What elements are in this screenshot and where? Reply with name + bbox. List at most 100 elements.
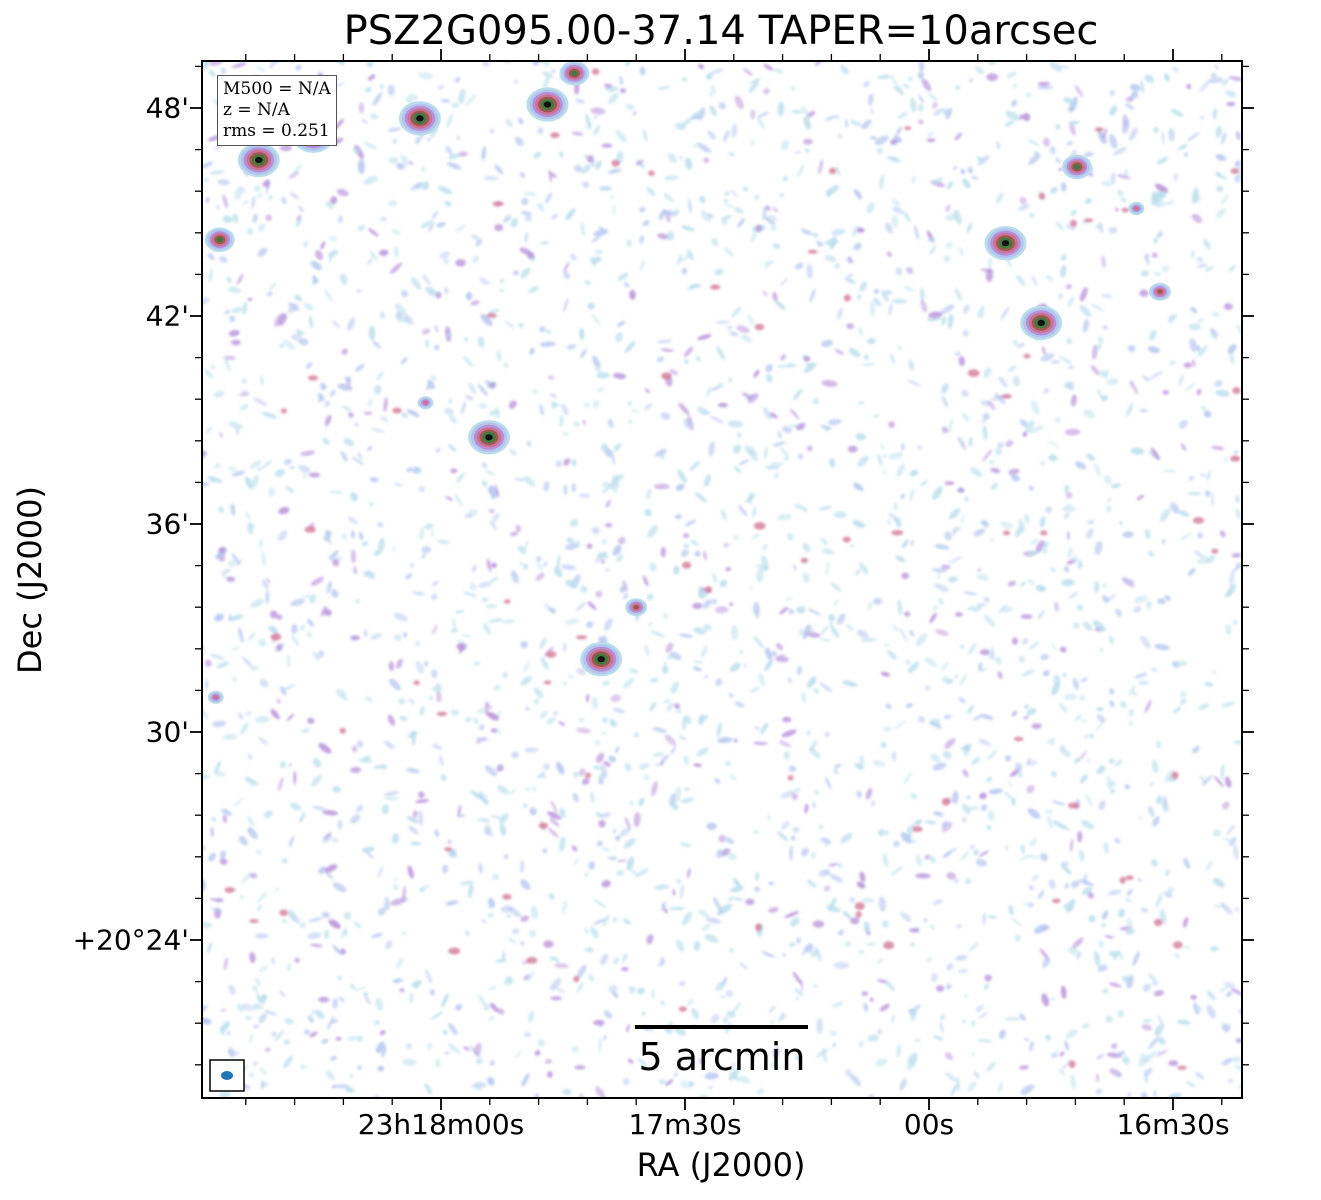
noise-peak <box>280 145 292 151</box>
noise-peak <box>705 586 712 593</box>
noise-peak <box>270 611 278 619</box>
radio-source <box>1271 501 1293 519</box>
noise-speckle <box>870 301 875 317</box>
noise-peak <box>351 635 360 640</box>
source-contour <box>1002 240 1009 246</box>
noise-peak <box>539 823 548 829</box>
source-contour <box>416 115 423 121</box>
noise-peak <box>1122 208 1129 213</box>
source-contour <box>255 157 262 163</box>
noise-peak <box>305 526 316 533</box>
source-contour <box>1275 505 1289 516</box>
noise-peak <box>601 144 612 148</box>
noise-peak <box>987 73 999 81</box>
noise-peak <box>340 728 347 734</box>
source-contour <box>598 656 605 662</box>
noise-speckle <box>572 459 576 467</box>
noise-peak <box>862 991 869 996</box>
x-tick-label: 17m30s <box>628 1108 741 1141</box>
noise-peak <box>1163 390 1170 395</box>
noise-speckle <box>205 680 208 690</box>
radio-source <box>559 61 589 86</box>
scale-bar-label: 5 arcmin <box>639 1035 806 1079</box>
noise-peak <box>844 294 851 301</box>
noise-peak <box>1012 637 1018 644</box>
source-contour <box>213 695 218 699</box>
noise-peak <box>1232 387 1240 394</box>
noise-peak <box>927 138 936 142</box>
y-tick-label: 48' <box>146 92 189 125</box>
noise-peak <box>1226 102 1235 107</box>
noise-peak <box>901 573 909 579</box>
noise-speckle <box>432 686 443 692</box>
source-contour <box>139 788 146 794</box>
noise-peak <box>1125 875 1133 880</box>
noise-peak <box>526 957 537 964</box>
noise-peak <box>912 826 923 832</box>
noise-peak <box>1052 899 1061 904</box>
source-contour <box>1074 164 1080 169</box>
radio-source <box>205 227 235 252</box>
noise-peak <box>1120 877 1126 884</box>
chart-title: PSZ2G095.00-37.14 TAPER=10arcsec <box>200 8 1242 54</box>
noise-peak <box>574 1065 585 1069</box>
noise-speckle <box>364 412 373 415</box>
noise-peak <box>225 887 235 893</box>
x-tick-label: 23h18m00s <box>358 1108 525 1141</box>
noise-peak <box>1184 362 1192 368</box>
noise-peak <box>904 126 911 130</box>
noise-peak <box>281 408 287 413</box>
x-tick-label: 16m30s <box>1116 1108 1229 1141</box>
y-axis-label: Dec (J2000) <box>11 486 49 674</box>
x-tick-label: 00s <box>904 1108 954 1141</box>
radio-source <box>238 143 280 177</box>
noise-peak <box>335 1037 341 1041</box>
noise-peak <box>1039 193 1046 200</box>
noise-peak <box>1023 354 1030 359</box>
noise-peak <box>249 919 259 923</box>
radio-source <box>1020 306 1062 340</box>
noise-peak <box>587 155 593 163</box>
noise-peak <box>546 651 557 658</box>
noise-peak <box>392 408 402 414</box>
noise-peak <box>487 313 497 318</box>
plot-background <box>202 61 1242 1098</box>
radio-source <box>122 774 164 808</box>
noise-peak <box>611 160 619 167</box>
radio-source <box>985 226 1027 260</box>
noise-peak <box>418 792 425 799</box>
radio-source <box>10 115 26 128</box>
noise-peak <box>576 635 588 639</box>
info-box: M500 = N/A z = N/A rms = 0.251 <box>217 75 337 146</box>
noise-peak <box>955 612 963 617</box>
noise-peak <box>1190 995 1197 1000</box>
noise-peak <box>1224 303 1233 310</box>
m500-text: M500 = N/A <box>223 79 331 100</box>
noise-peak <box>692 603 702 610</box>
noise-peak <box>661 372 672 379</box>
noise-peak <box>782 717 791 723</box>
noise-peak <box>502 894 512 900</box>
source-contour <box>1279 508 1284 512</box>
noise-peak <box>605 523 613 527</box>
noise-peak <box>942 798 950 806</box>
noise-peak <box>218 547 226 552</box>
noise-peak <box>1003 531 1011 536</box>
noise-speckle <box>547 1071 552 1078</box>
y-tick-label: 42' <box>146 300 189 333</box>
noise-peak <box>621 967 629 971</box>
noise-peak <box>936 985 944 992</box>
noise-peak <box>1040 531 1048 536</box>
noise-peak <box>985 974 992 981</box>
source-contour <box>122 774 164 808</box>
noise-peak <box>449 948 461 955</box>
noise-peak <box>491 728 498 733</box>
source-contour <box>127 778 157 803</box>
noise-peak <box>904 611 910 616</box>
source-contour <box>14 118 23 125</box>
noise-speckle <box>654 484 670 490</box>
noise-peak <box>308 375 318 380</box>
noise-speckle <box>382 804 389 814</box>
noise-peak <box>1069 1060 1076 1068</box>
noise-speckle <box>597 372 611 378</box>
